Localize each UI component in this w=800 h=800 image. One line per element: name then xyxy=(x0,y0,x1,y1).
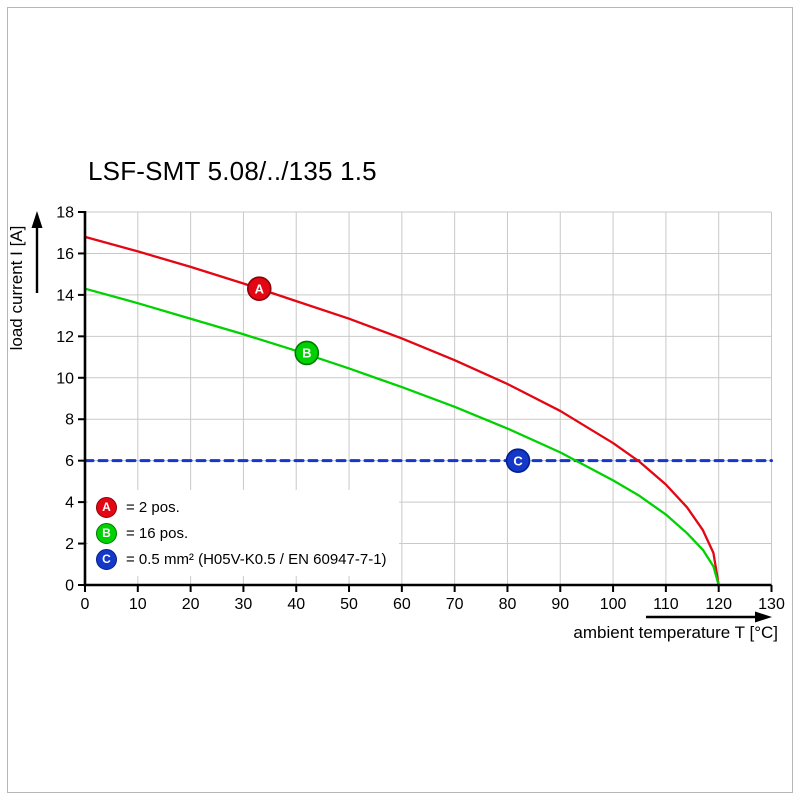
y-axis-label: load current I [A] xyxy=(7,225,26,351)
y-tick-label: 6 xyxy=(65,453,74,470)
y-tick-label: 0 xyxy=(65,578,74,595)
marker-letter-a: A xyxy=(255,281,265,296)
x-tick-label: 110 xyxy=(653,596,679,613)
x-tick-label: 60 xyxy=(393,596,411,613)
x-tick-label: 80 xyxy=(499,596,517,613)
chart-title: LSF-SMT 5.08/../135 1.5 xyxy=(88,156,377,186)
y-axis-arrowhead-icon xyxy=(31,211,43,228)
curve-B xyxy=(83,287,720,587)
legend-marker-b-icon: B xyxy=(96,522,117,544)
legend-item-a: A = 2 pos. xyxy=(96,494,387,520)
x-tick-label: 70 xyxy=(446,596,464,613)
x-tick-label: 50 xyxy=(340,596,358,613)
x-tick-label: 90 xyxy=(551,596,569,613)
x-axis-arrowhead-icon xyxy=(755,611,772,623)
legend-label-c: = 0.5 mm² (H05V-K0.5 / EN 60947-7-1) xyxy=(126,550,387,568)
x-tick-label: 30 xyxy=(235,596,253,613)
legend-item-c: C = 0.5 mm² (H05V-K0.5 / EN 60947-7-1) xyxy=(96,546,387,572)
x-tick-label: 130 xyxy=(758,596,785,613)
x-tick-label: 20 xyxy=(182,596,200,613)
y-tick-label: 2 xyxy=(65,536,74,553)
x-tick-label: 120 xyxy=(705,596,732,613)
x-axis-label: ambient temperature T [°C] xyxy=(573,623,778,642)
curve-A xyxy=(83,235,720,587)
x-tick-label: 40 xyxy=(287,596,305,613)
y-tick-label: 16 xyxy=(56,246,74,263)
y-tick-label: 12 xyxy=(56,329,74,346)
legend-marker-a-icon: A xyxy=(96,496,117,518)
y-tick-label: 10 xyxy=(56,370,74,387)
marker-c-icon xyxy=(505,448,531,473)
y-tick-label: 8 xyxy=(65,412,74,429)
y-tick-label: 4 xyxy=(65,495,74,512)
marker-letter-c: C xyxy=(513,453,523,468)
legend-marker-c-icon: C xyxy=(96,548,117,570)
y-tick-label: 14 xyxy=(56,287,74,304)
legend: A = 2 pos. B = 16 pos. C = 0.5 mm² (H05V… xyxy=(88,490,399,576)
legend-label-a: = 2 pos. xyxy=(126,498,180,516)
x-tick-label: 100 xyxy=(600,596,627,613)
marker-b-icon xyxy=(294,340,320,366)
marker-a-icon xyxy=(246,276,272,301)
x-tick-label: 10 xyxy=(129,596,147,613)
y-tick-label: 18 xyxy=(56,205,74,222)
legend-label-b: = 16 pos. xyxy=(126,524,189,542)
marker-letter-b: B xyxy=(302,346,311,361)
x-tick-label: 0 xyxy=(81,596,90,613)
legend-item-b: B = 16 pos. xyxy=(96,520,387,546)
